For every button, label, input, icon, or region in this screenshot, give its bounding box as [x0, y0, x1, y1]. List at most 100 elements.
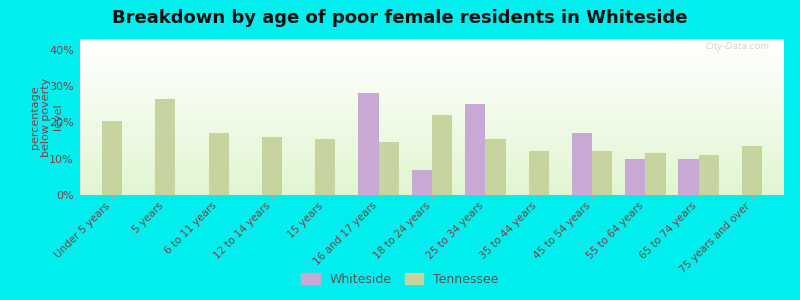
- Bar: [80, 44, 784, 45]
- Bar: [80, 124, 784, 125]
- Bar: [80, 146, 784, 147]
- Bar: [80, 72, 784, 73]
- Bar: [80, 77, 784, 78]
- Bar: [80, 169, 784, 170]
- Bar: [80, 141, 784, 142]
- Bar: [80, 184, 784, 185]
- Legend: Whiteside, Tennessee: Whiteside, Tennessee: [296, 268, 504, 291]
- Bar: [80, 111, 784, 112]
- Bar: [80, 140, 784, 141]
- Bar: [80, 75, 784, 76]
- Bar: [80, 132, 784, 133]
- Bar: [432, 115, 452, 195]
- Bar: [80, 107, 784, 108]
- Bar: [80, 69, 784, 70]
- Bar: [80, 167, 784, 168]
- Bar: [80, 157, 784, 158]
- Bar: [80, 79, 784, 80]
- Bar: [80, 171, 784, 172]
- Bar: [80, 166, 784, 167]
- Bar: [80, 101, 784, 102]
- Bar: [80, 90, 784, 91]
- Bar: [80, 82, 784, 83]
- Bar: [80, 76, 784, 77]
- Bar: [80, 67, 784, 68]
- Bar: [80, 94, 784, 95]
- Bar: [80, 176, 784, 177]
- Bar: [80, 49, 784, 50]
- Bar: [80, 87, 784, 88]
- Bar: [80, 123, 784, 124]
- Bar: [80, 139, 784, 140]
- Bar: [80, 88, 784, 89]
- Bar: [80, 161, 784, 162]
- Bar: [378, 142, 399, 195]
- Bar: [80, 189, 784, 190]
- Bar: [80, 66, 784, 67]
- Bar: [80, 59, 784, 60]
- Bar: [486, 139, 506, 195]
- Bar: [80, 134, 784, 135]
- Bar: [80, 174, 784, 175]
- Bar: [80, 120, 784, 121]
- Bar: [80, 181, 784, 182]
- Bar: [80, 173, 784, 174]
- Bar: [80, 114, 784, 115]
- Bar: [80, 178, 784, 179]
- Bar: [80, 78, 784, 79]
- Bar: [80, 50, 784, 51]
- Bar: [80, 158, 784, 159]
- Bar: [80, 145, 784, 146]
- Bar: [80, 117, 784, 118]
- Bar: [80, 147, 784, 148]
- Bar: [80, 83, 784, 84]
- Bar: [80, 86, 784, 87]
- Bar: [80, 74, 784, 75]
- Bar: [80, 153, 784, 154]
- Bar: [80, 149, 784, 150]
- Bar: [80, 108, 784, 109]
- Bar: [80, 182, 784, 183]
- Bar: [80, 136, 784, 137]
- Bar: [80, 177, 784, 178]
- Bar: [80, 96, 784, 97]
- Bar: [80, 105, 784, 106]
- Bar: [80, 129, 784, 130]
- Bar: [80, 104, 784, 105]
- Bar: [80, 65, 784, 66]
- Bar: [80, 148, 784, 149]
- Text: Breakdown by age of poor female residents in Whiteside: Breakdown by age of poor female resident…: [112, 9, 688, 27]
- Bar: [80, 73, 784, 74]
- Bar: [80, 193, 784, 194]
- Bar: [80, 46, 784, 47]
- Bar: [80, 89, 784, 90]
- Bar: [80, 179, 784, 180]
- Bar: [80, 112, 784, 113]
- Bar: [80, 41, 784, 42]
- Bar: [80, 84, 784, 85]
- Bar: [80, 188, 784, 189]
- Bar: [80, 57, 784, 58]
- Bar: [80, 70, 784, 71]
- Bar: [80, 155, 784, 156]
- Bar: [102, 121, 122, 195]
- Bar: [80, 56, 784, 57]
- Bar: [80, 102, 784, 103]
- Bar: [412, 169, 432, 195]
- Bar: [80, 164, 784, 165]
- Bar: [80, 186, 784, 187]
- Bar: [80, 122, 784, 123]
- Bar: [80, 154, 784, 155]
- Bar: [80, 118, 784, 119]
- Bar: [80, 131, 784, 132]
- Bar: [80, 194, 784, 195]
- Bar: [80, 81, 784, 82]
- Bar: [625, 159, 646, 195]
- Bar: [80, 128, 784, 129]
- Bar: [80, 135, 784, 136]
- Bar: [80, 61, 784, 62]
- Bar: [572, 133, 592, 195]
- Bar: [80, 156, 784, 157]
- Bar: [80, 40, 784, 41]
- Bar: [80, 80, 784, 81]
